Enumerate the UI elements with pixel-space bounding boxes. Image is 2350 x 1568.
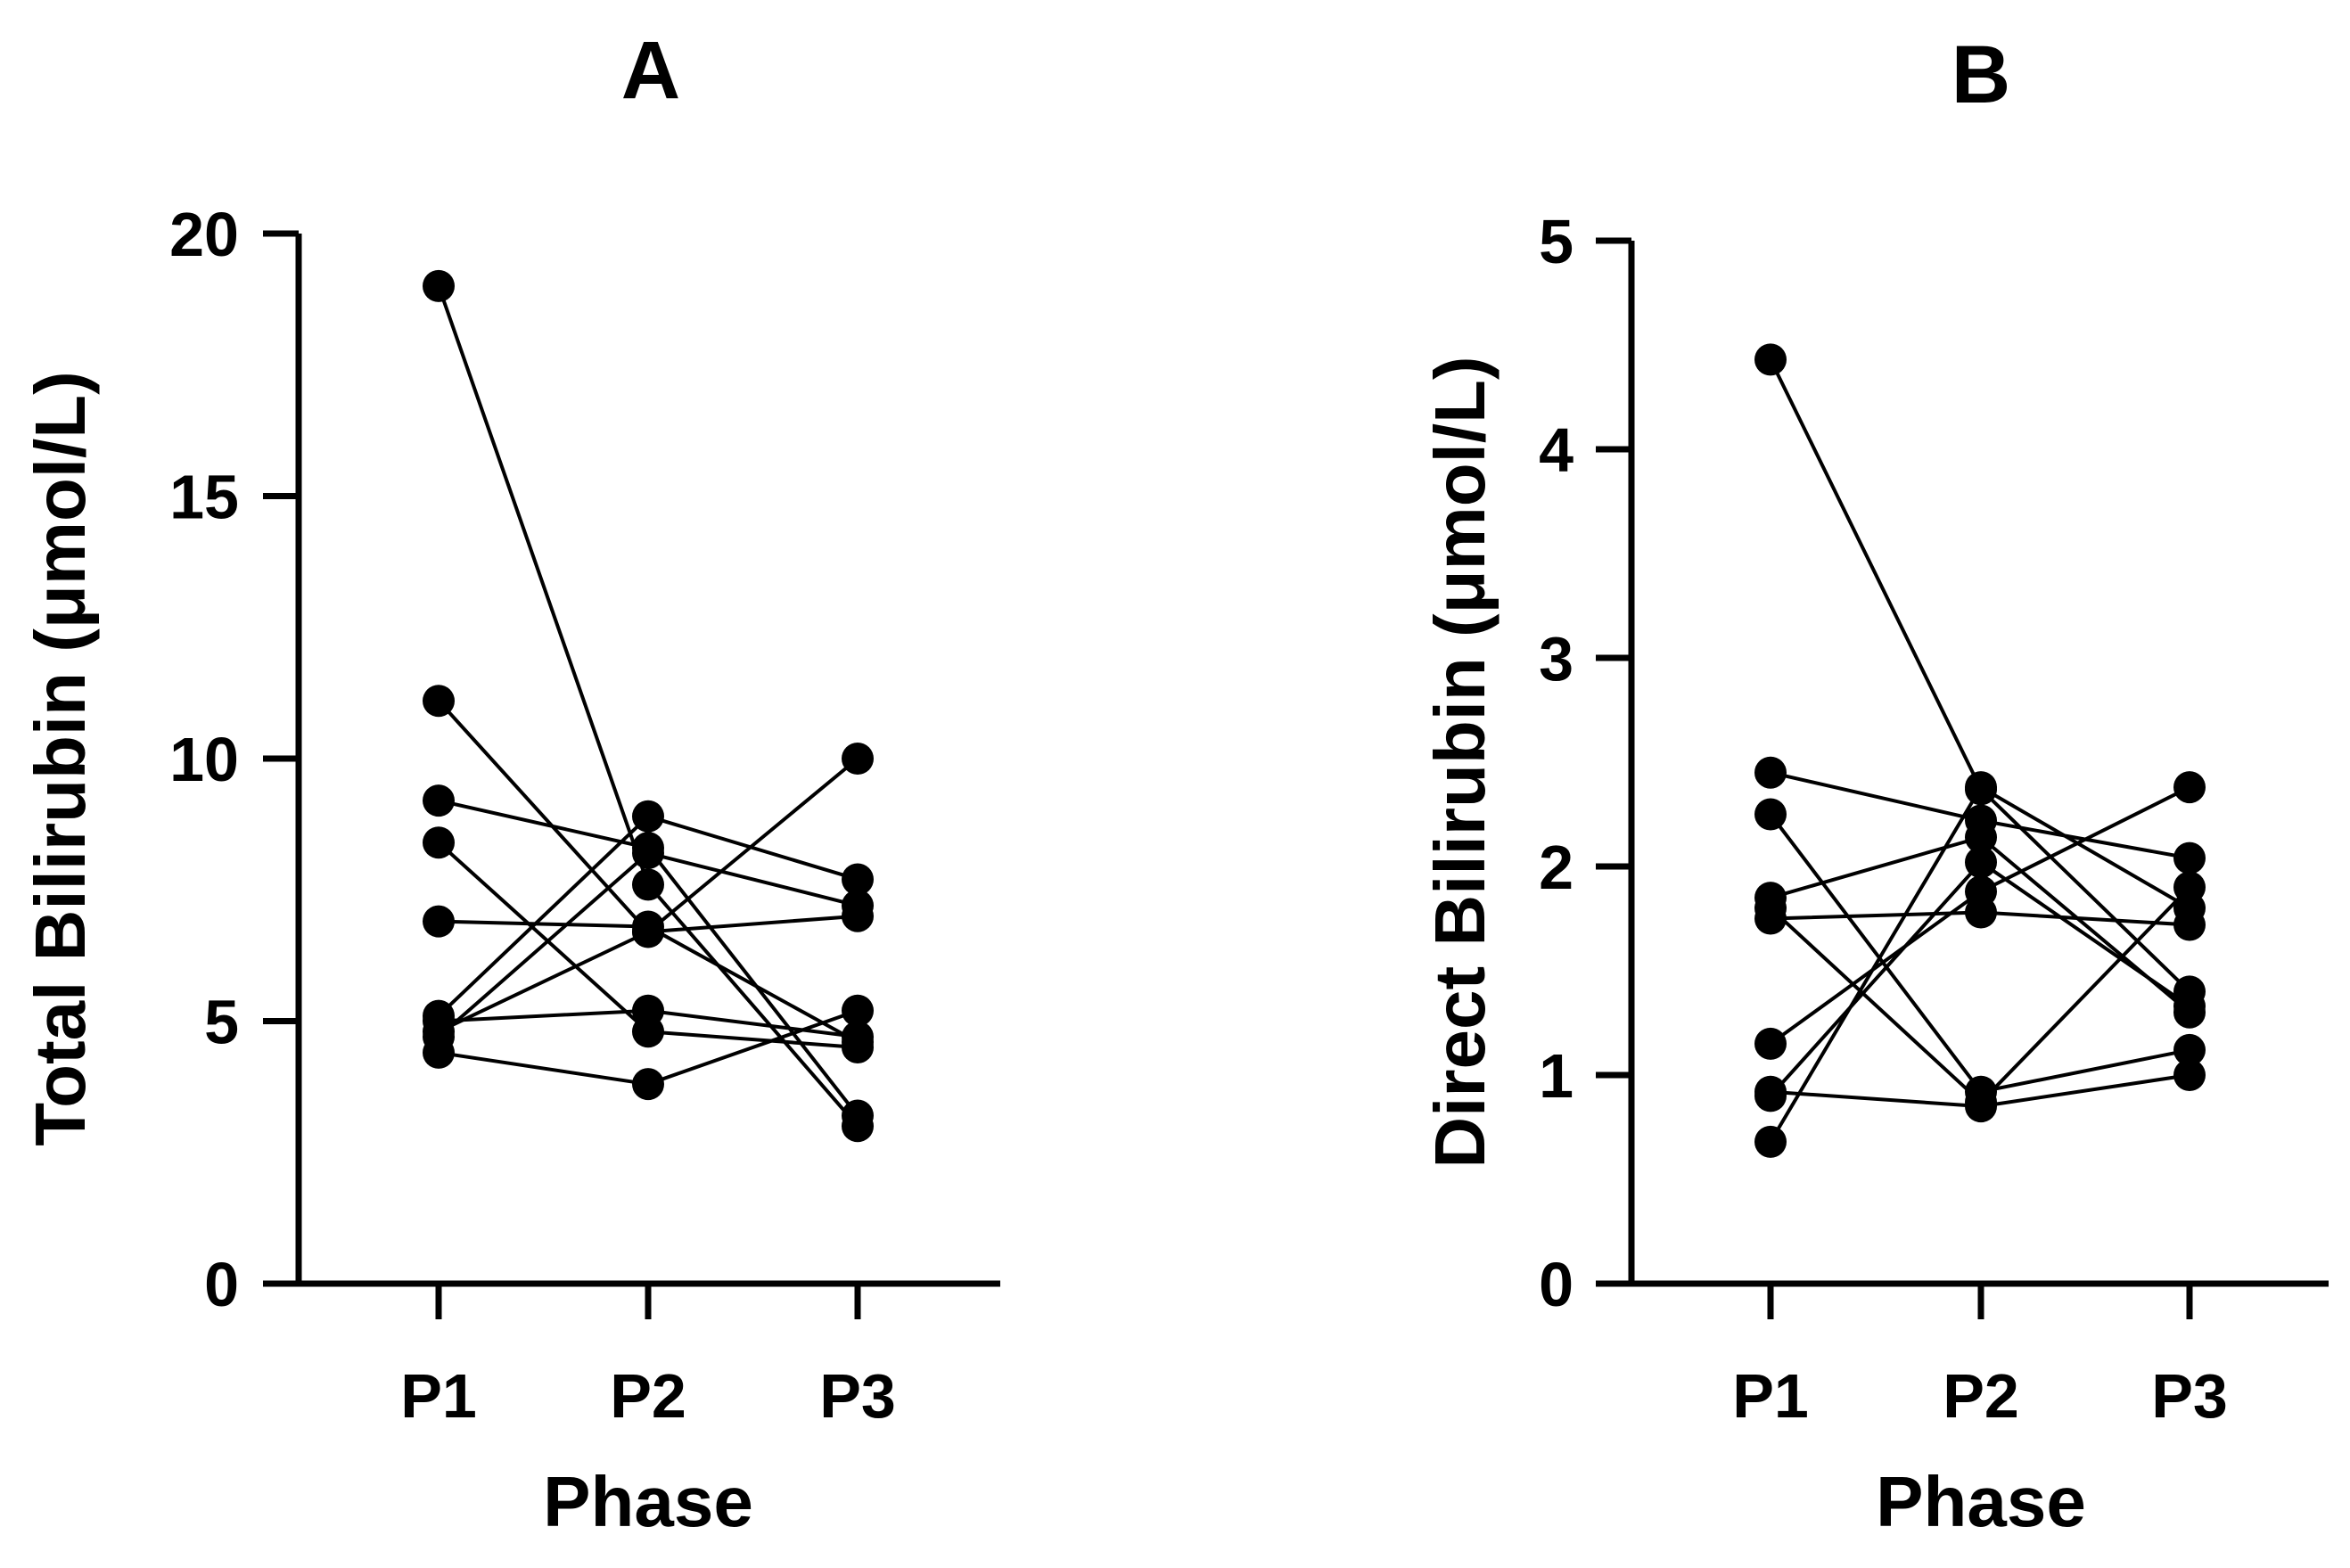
panel-a-data-point-s8-p3 <box>842 743 874 775</box>
panel-b-data-point-s3-p3 <box>2173 1033 2206 1066</box>
panel-a-x-tick-label: P3 <box>819 1361 896 1431</box>
panel-b-data-point-s3-p1 <box>1754 798 1787 831</box>
panel-a-data-point-s6-p2 <box>632 800 664 833</box>
panel-a-data-point-s9-p2 <box>632 837 664 870</box>
panel-b-data-point-s9-p1 <box>1754 1080 1787 1112</box>
panel-b-data-point-s8-p2 <box>1965 1090 1997 1123</box>
panel-b-y-tick-label: 4 <box>1539 415 1574 485</box>
panel-b-data-point-s7-p1 <box>1754 1027 1787 1060</box>
panel-a-x-axis-title: Phase <box>543 1462 753 1541</box>
panel-b-data-point-s7-p2 <box>1965 875 1997 908</box>
panel-b-data-point-s10-p1 <box>1754 1125 1787 1158</box>
panel-b-y-tick-label: 0 <box>1539 1250 1574 1319</box>
panel-a-data-point-s9-p3 <box>842 889 874 922</box>
panel-a-data-point-s4-p1 <box>423 826 455 859</box>
panel-b-y-tick-label: 1 <box>1539 1041 1574 1111</box>
panel-a-y-tick-label: 10 <box>169 725 239 794</box>
panel-a-y-tick-label: 5 <box>204 988 239 1057</box>
panel-b-data-point-s8-p3 <box>2173 1059 2206 1091</box>
panel-a-data-point-s8-p2 <box>632 915 664 948</box>
panel-b-x-tick-label: P1 <box>1732 1361 1809 1431</box>
panel-b-data-point-s7-p3 <box>2173 771 2206 804</box>
panel-a-x-tick-label: P2 <box>610 1361 686 1431</box>
panel-a-y-axis-title: Total Bilirubin (μmol/L) <box>21 371 100 1146</box>
panel-a-y-tick-label: 20 <box>169 200 239 269</box>
panel-a-y-tick-label: 0 <box>204 1250 239 1319</box>
panel-b-y-tick-label: 2 <box>1539 833 1574 902</box>
panel-b-data-point-s2-p3 <box>2173 841 2206 874</box>
panel-b-y-tick-label: 5 <box>1539 207 1574 276</box>
panel-a-data-point-s5-p1 <box>423 905 455 938</box>
panel-a: A 0 5 10 15 20 P1 P2 P3 Total Bilirubin (μmol/L)… <box>21 25 1000 1541</box>
panel-a-data-point-s10-p2 <box>632 1068 664 1101</box>
panel-b-data-point-s6-p1 <box>1754 902 1787 935</box>
panel-b-data-point-s4-p2 <box>1965 821 1997 854</box>
panel-b-y-tick-label: 3 <box>1539 624 1574 694</box>
panel-a-data-point-s6-p3 <box>842 863 874 896</box>
panel-a-y-tick-label: 15 <box>169 463 239 532</box>
panel-b-y-axis-title: Direct Bilirubin (μmol/L) <box>1420 356 1500 1168</box>
panel-b-x-tick-label: P3 <box>2151 1361 2228 1431</box>
panel-a-title: A <box>621 25 680 116</box>
panel-a-data-point-s7-p2 <box>632 994 664 1027</box>
panel-b-x-tick-label: P2 <box>1943 1361 2019 1431</box>
panel-a-data-point-s1-p1 <box>423 269 455 302</box>
panel-a-data-point-s1-p2 <box>632 868 664 901</box>
panel-b-data-point-s10-p2 <box>1965 771 1997 804</box>
panel-b-data-point-s9-p2 <box>1965 846 1997 879</box>
panel-a-data-point-s7-p3 <box>842 1021 874 1054</box>
panel-a-data-point-s2-p1 <box>423 685 455 718</box>
panel-b-title: B <box>1951 29 2010 120</box>
panel-b-data-point-s2-p1 <box>1754 756 1787 789</box>
panel-b: B 0 1 2 3 4 5 P1 P2 P3 Direct Bilirubin (μmol/L) P… <box>1420 29 2329 1541</box>
panel-b-x-axis-title: Phase <box>1876 1462 2086 1541</box>
panel-a-x-tick-label: P1 <box>400 1361 477 1431</box>
panel-b-data-point-s1-p1 <box>1754 343 1787 376</box>
panel-b-data-point-s10-p3 <box>2173 891 2206 924</box>
panel-a-data-point-s3-p1 <box>423 784 455 817</box>
panel-a-data-point-s10-p3 <box>842 994 874 1027</box>
panel-b-data-point-s9-p3 <box>2173 989 2206 1022</box>
panel-a-data-point-s3-p3 <box>842 1099 874 1132</box>
panel-a-data-point-s10-p1 <box>423 1036 455 1069</box>
